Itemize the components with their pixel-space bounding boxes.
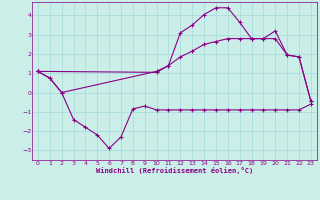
X-axis label: Windchill (Refroidissement éolien,°C): Windchill (Refroidissement éolien,°C) xyxy=(96,167,253,174)
